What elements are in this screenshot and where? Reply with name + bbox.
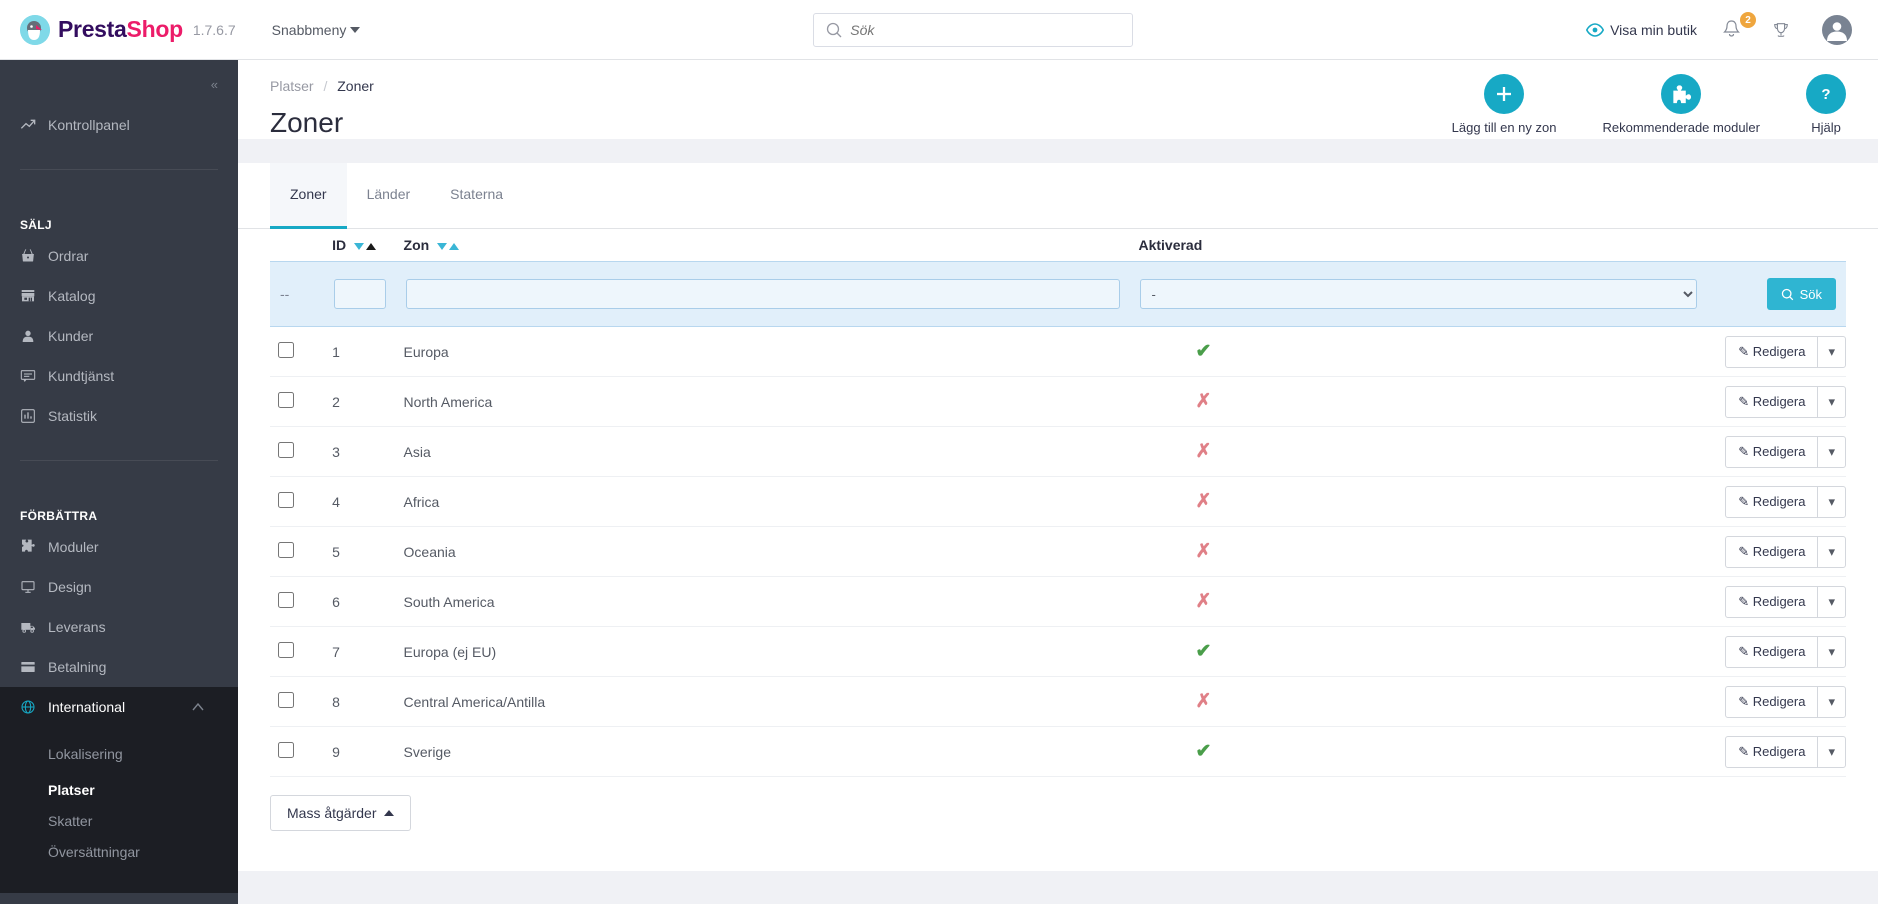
svg-text:?: ? — [1821, 86, 1830, 103]
